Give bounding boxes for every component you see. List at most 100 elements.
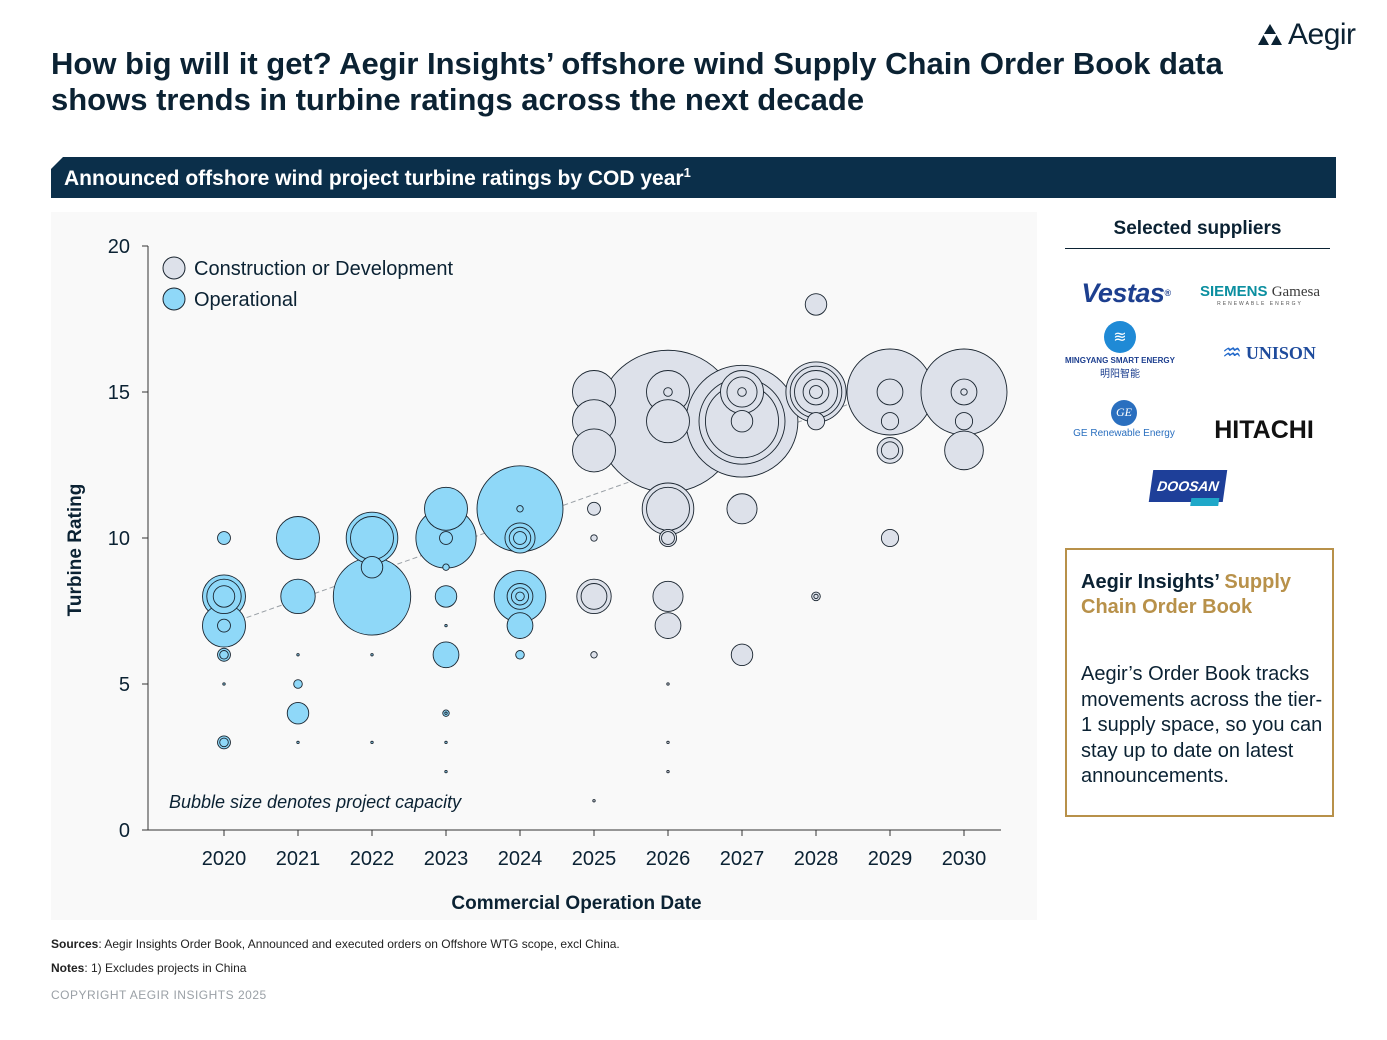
y-axis-title: Turbine Rating [65,484,86,617]
bubble-construction [730,643,754,666]
bubble-construction [592,799,596,803]
bubble-construction [876,378,904,406]
mingyang-globe-icon: ≋ [1104,320,1136,353]
bubble-operational [515,591,525,602]
bubble-operational [444,769,448,774]
bubble-construction [646,399,690,444]
banner-title: Announced offshore wind project turbine … [64,165,691,191]
bubble-construction [654,612,682,639]
siemens-text: SIEMENS [1200,283,1268,300]
bubble-operational [424,486,468,531]
bubble-construction [954,412,974,431]
hitachi-logo: HITACHI [1196,414,1332,446]
bubble-operational [286,702,310,725]
doosan-wordmark: DOOSAN [1156,478,1220,494]
y-tick-label: 20 [108,236,130,258]
bubble-construction [880,528,900,548]
callout-body: Aegir’s Order Book tracks movements acro… [1081,663,1323,787]
bubble-operational [370,740,374,745]
ge-wordmark: GE Renewable Energy [1073,427,1175,439]
aegir-triangle-icon [1258,24,1282,45]
notes-note: Notes: 1) Excludes projects in China [51,961,246,975]
suppliers-divider [1065,248,1330,249]
notes-text: : 1) Excludes projects in China [84,961,247,975]
chart-panel: 0 5 10 15 20 2020 2021 2022 2023 2024 2025 2026 2027… [51,212,1037,920]
bubble-operational [217,531,231,545]
bubble-operational [222,682,226,686]
aegir-wordmark: Aegir [1288,18,1356,51]
siemens-gamesa-wordmark: SIEMENS Gamesa [1200,283,1320,301]
chart-annotation: Bubble size denotes project capacity [169,792,462,812]
copyright: COPYRIGHT AEGIR INSIGHTS 2025 [51,988,267,1002]
hitachi-wordmark: HITACHI [1214,415,1314,444]
doosan-badge: DOOSAN [1148,470,1228,502]
bubble-operational [444,740,448,745]
bubble-operational [360,556,384,579]
sources-note: Sources: Aegir Insights Order Book, Anno… [51,937,620,951]
ge-monogram-icon: GE [1111,399,1137,426]
bubble-construction [880,441,900,460]
mingyang-wordmark: MINGYANG SMART ENERGY [1065,355,1175,365]
bubble-construction [572,428,616,473]
notes-label: Notes [51,961,85,975]
bubble-construction [809,385,823,399]
x-axis-title: Commercial Operation Date [451,893,701,914]
vestas-registered-mark: ® [1164,288,1171,298]
sources-label: Sources [51,937,99,951]
bubble-operational [219,650,229,660]
bubble-construction [806,412,826,431]
bubble-operational [515,650,525,660]
aegir-logo: Aegir [1258,18,1356,52]
x-tick-label: 2024 [498,848,543,870]
bubble-operational [506,612,534,639]
bubble-operational [350,516,394,560]
bubble-construction [804,293,828,316]
x-tick-label: 2022 [350,848,395,870]
bubble-operational [293,679,303,689]
bubble-construction [663,387,673,397]
siemens-gamesa-subtitle: RENEWABLE ENERGY [1217,301,1303,307]
unison-logo: ♒ UNISON [1206,338,1332,368]
bubble-construction [666,682,670,686]
bubble-construction [646,486,690,531]
siemens-gamesa-logo: SIEMENS Gamesa RENEWABLE ENERGY [1190,280,1330,310]
bubble-construction [580,583,608,610]
x-tick-label: 2030 [942,848,987,870]
bubble-operational [217,618,231,633]
bubble-construction [661,531,675,545]
callout-title: Aegir Insights’ Supply Chain Order Book [1081,570,1326,620]
bubble-construction [666,769,670,774]
legend-swatch [162,256,186,280]
legend-label: Operational [194,289,297,311]
vestas-wordmark: Vestas [1081,277,1165,308]
callout-title-primary: Aegir Insights’ [1081,571,1219,593]
order-book-callout: Aegir Insights’ Supply Chain Order Book … [1065,548,1334,817]
mingyang-logo: ≋ MINGYANG SMART ENERGY 明阳智能 [1064,318,1176,382]
y-tick-label: 15 [108,382,130,404]
bubble-operational [516,505,524,513]
bubble-operational [444,711,448,715]
ge-logo: GE GE Renewable Energy [1066,396,1182,442]
bubble-operational [276,516,320,560]
sources-text: : Aegir Insights Order Book, Announced a… [98,937,620,951]
suppliers-title: Selected suppliers [1113,218,1282,239]
bubble-operational [370,653,374,657]
bubble-construction [587,501,601,516]
legend-label: Construction or Development [194,258,453,280]
unison-wordmark: UNISON [1245,342,1316,363]
bubble-operational [444,623,448,628]
bubble-construction [944,430,984,471]
bubble-operational [439,531,453,545]
bubble-construction [590,651,598,659]
banner-footnote: 1 [683,165,691,180]
bubble-operational [513,531,527,545]
x-tick-label: 2021 [276,848,321,870]
chart-banner: Announced offshore wind project turbine … [51,157,1336,198]
bubble-construction [590,534,598,542]
x-tick-label: 2026 [646,848,691,870]
vestas-logo: Vestas ® [1066,277,1186,309]
gamesa-text: Gamesa [1271,284,1320,300]
bubble-construction [652,580,684,612]
bubble-operational [212,585,236,608]
